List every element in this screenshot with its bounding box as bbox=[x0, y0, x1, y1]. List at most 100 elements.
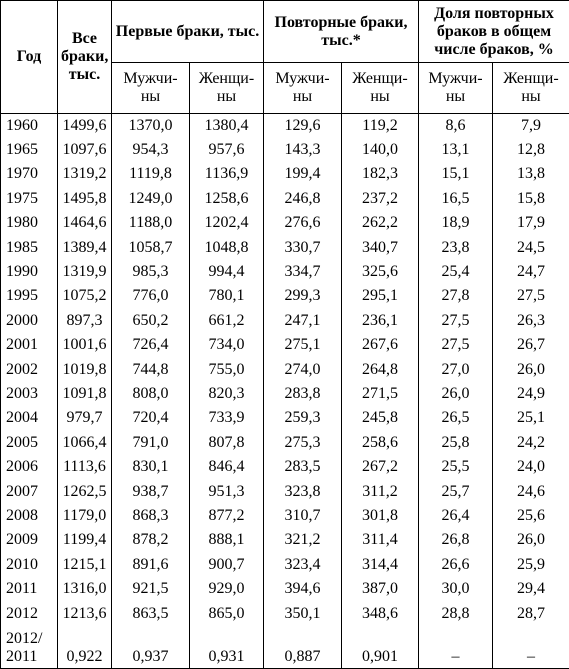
value-cell: 1202,4 bbox=[190, 211, 264, 235]
value-cell: 28,7 bbox=[493, 601, 569, 625]
year-cell: 2005 bbox=[1, 431, 58, 455]
value-cell: 27,5 bbox=[419, 333, 493, 357]
year-cell: 1980 bbox=[1, 211, 58, 235]
subheader-cell: Мужчи-ны bbox=[112, 63, 190, 114]
value-cell: 182,3 bbox=[342, 162, 419, 186]
subheader-cell: Женщи-ны bbox=[493, 63, 569, 114]
value-cell: 25,7 bbox=[419, 479, 493, 503]
value-cell: 143,3 bbox=[264, 138, 342, 162]
value-cell: 140,0 bbox=[342, 138, 419, 162]
header-cell: Повторные браки, тыс.* bbox=[264, 1, 419, 63]
value-cell: 13,1 bbox=[419, 138, 493, 162]
value-cell: 1048,8 bbox=[190, 235, 264, 259]
value-cell: 929,0 bbox=[190, 577, 264, 601]
value-cell: 16,5 bbox=[419, 187, 493, 211]
value-cell: 25,1 bbox=[493, 406, 569, 430]
value-cell: 1119,8 bbox=[112, 162, 190, 186]
value-cell: 744,8 bbox=[112, 357, 190, 381]
value-cell: 30,0 bbox=[419, 577, 493, 601]
year-cell: 2011 bbox=[1, 577, 58, 601]
value-cell: 780,1 bbox=[190, 284, 264, 308]
value-cell: 311,2 bbox=[342, 479, 419, 503]
value-cell: 1262,5 bbox=[58, 479, 112, 503]
value-cell: 13,8 bbox=[493, 162, 569, 186]
value-cell: 237,2 bbox=[342, 187, 419, 211]
value-cell: 994,4 bbox=[190, 260, 264, 284]
year-cell: 1985 bbox=[1, 235, 58, 259]
year-cell: 2000 bbox=[1, 309, 58, 333]
value-cell: 26,8 bbox=[419, 528, 493, 552]
value-cell: 348,6 bbox=[342, 601, 419, 625]
value-cell: 17,9 bbox=[493, 211, 569, 235]
value-cell: 24,9 bbox=[493, 382, 569, 406]
year-cell: 1960 bbox=[1, 114, 58, 138]
value-cell: 295,1 bbox=[342, 284, 419, 308]
year-cell: 1970 bbox=[1, 162, 58, 186]
value-cell: 897,3 bbox=[58, 309, 112, 333]
value-cell: 1319,9 bbox=[58, 260, 112, 284]
value-cell: 0,887 bbox=[264, 626, 342, 669]
value-cell: 246,8 bbox=[264, 187, 342, 211]
value-cell: 25,5 bbox=[419, 455, 493, 479]
value-cell: 7,9 bbox=[493, 114, 569, 138]
header-cell: Год bbox=[1, 1, 58, 114]
value-cell: 23,8 bbox=[419, 235, 493, 259]
value-cell: 1179,0 bbox=[58, 504, 112, 528]
subheader-cell: Мужчи-ны bbox=[419, 63, 493, 114]
value-cell: – bbox=[493, 626, 569, 669]
value-cell: 271,5 bbox=[342, 382, 419, 406]
value-cell: 1316,0 bbox=[58, 577, 112, 601]
value-cell: 26,5 bbox=[419, 406, 493, 430]
value-cell: 820,3 bbox=[190, 382, 264, 406]
value-cell: 27,8 bbox=[419, 284, 493, 308]
value-cell: 330,7 bbox=[264, 235, 342, 259]
value-cell: 283,8 bbox=[264, 382, 342, 406]
value-cell: 247,1 bbox=[264, 309, 342, 333]
value-cell: 264,8 bbox=[342, 357, 419, 381]
value-cell: 888,1 bbox=[190, 528, 264, 552]
value-cell: 661,2 bbox=[190, 309, 264, 333]
value-cell: 26,0 bbox=[493, 528, 569, 552]
value-cell: 301,8 bbox=[342, 504, 419, 528]
value-cell: 310,7 bbox=[264, 504, 342, 528]
year-cell: 2012 bbox=[1, 601, 58, 625]
value-cell: 26,0 bbox=[493, 357, 569, 381]
value-cell: 726,4 bbox=[112, 333, 190, 357]
value-cell: 24,7 bbox=[493, 260, 569, 284]
value-cell: 24,6 bbox=[493, 479, 569, 503]
header-cell: Доля повторных браков в общем числе брак… bbox=[419, 1, 569, 63]
value-cell: 1019,8 bbox=[58, 357, 112, 381]
value-cell: 846,4 bbox=[190, 455, 264, 479]
value-cell: 29,4 bbox=[493, 577, 569, 601]
value-cell: 1249,0 bbox=[112, 187, 190, 211]
value-cell: 951,3 bbox=[190, 479, 264, 503]
value-cell: 1258,6 bbox=[190, 187, 264, 211]
value-cell: 1499,6 bbox=[58, 114, 112, 138]
value-cell: 387,0 bbox=[342, 577, 419, 601]
value-cell: 938,7 bbox=[112, 479, 190, 503]
value-cell: 314,4 bbox=[342, 553, 419, 577]
value-cell: 275,3 bbox=[264, 431, 342, 455]
value-cell: – bbox=[419, 626, 493, 669]
year-cell: 2008 bbox=[1, 504, 58, 528]
value-cell: 259,3 bbox=[264, 406, 342, 430]
value-cell: 24,2 bbox=[493, 431, 569, 455]
value-cell: 245,8 bbox=[342, 406, 419, 430]
value-cell: 276,6 bbox=[264, 211, 342, 235]
value-cell: 1136,9 bbox=[190, 162, 264, 186]
value-cell: 830,1 bbox=[112, 455, 190, 479]
value-cell: 776,0 bbox=[112, 284, 190, 308]
value-cell: 1097,6 bbox=[58, 138, 112, 162]
value-cell: 283,5 bbox=[264, 455, 342, 479]
value-cell: 12,8 bbox=[493, 138, 569, 162]
value-cell: 1075,2 bbox=[58, 284, 112, 308]
value-cell: 236,1 bbox=[342, 309, 419, 333]
